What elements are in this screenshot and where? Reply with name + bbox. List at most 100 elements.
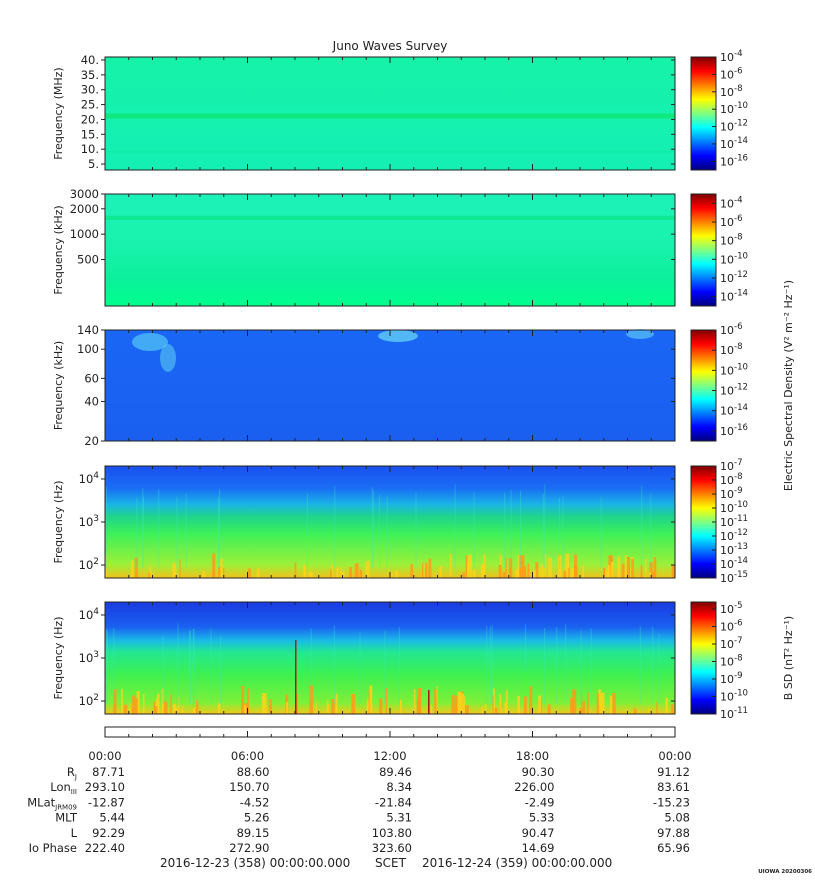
burst-mark: [558, 555, 562, 578]
colorbar-tick-label: 10-8: [720, 233, 743, 248]
burst-mark: [157, 693, 160, 714]
y-tick-label: 102: [79, 693, 99, 708]
y-tick-label: 100: [77, 342, 99, 356]
spike-mark: [176, 497, 178, 568]
spectrogram-image: [105, 330, 675, 441]
burst-mark: [517, 695, 520, 714]
burst-mark: [465, 555, 468, 578]
spike-mark: [333, 625, 335, 704]
ephemeris-value: 90.30: [522, 765, 555, 779]
spectrogram-panel-3: 20 40 60 100 140 Frequency (kHz) 10-6 10-8 10-10…: [52, 280, 795, 491]
burst-mark: [598, 689, 601, 714]
time-label: 00:00: [88, 749, 121, 763]
burst-mark: [178, 697, 180, 714]
burst-mark: [434, 689, 438, 714]
ephemeris-label: L: [71, 826, 78, 840]
colorbar-tick-label: 10-4: [720, 49, 743, 64]
burst-mark: [617, 556, 621, 578]
burst-mark: [417, 688, 421, 714]
y-tick-label: 500: [77, 252, 99, 266]
ephemeris-value: 222.40: [85, 841, 125, 855]
burst-mark: [624, 554, 627, 578]
burst-mark: [653, 557, 657, 578]
ephemeris-label: MLT: [55, 811, 78, 825]
burst-mark: [131, 695, 136, 714]
burst-mark: [143, 693, 145, 714]
burst-mark: [451, 695, 455, 714]
burst-mark: [457, 691, 462, 714]
spike-mark: [185, 493, 187, 568]
burst-mark: [212, 553, 216, 578]
ephemeris-value: 88.60: [237, 765, 270, 779]
y-axis-label: Frequency (kHz): [52, 341, 65, 430]
burst-mark: [515, 569, 519, 578]
burst-mark: [464, 705, 469, 714]
y-axis-label: Frequency (MHz): [52, 67, 65, 159]
spike-mark: [386, 496, 388, 568]
burst-mark: [483, 554, 486, 578]
spike-mark: [525, 624, 526, 704]
burst-mark: [605, 570, 609, 578]
ephemeris-value: 323.60: [372, 841, 412, 855]
burst-mark: [609, 695, 613, 714]
colorbar-tick-label: 10-12: [720, 528, 748, 543]
time-label: 00:00: [658, 749, 691, 763]
ephemeris-value: -15.23: [653, 795, 690, 809]
colorbar-tick-label: 10-14: [720, 556, 748, 571]
burst-mark: [193, 707, 196, 714]
y-tick-label: 40.: [81, 53, 99, 67]
burst-mark: [533, 570, 537, 578]
spike-mark: [491, 624, 493, 704]
spike-mark: [384, 630, 386, 704]
ephemeris-value: 272.90: [229, 841, 269, 855]
y-tick-label: 15.: [81, 127, 99, 141]
spike-mark: [510, 489, 512, 568]
emission-band: [105, 150, 675, 153]
colorbar: 10-5 10-6 10-7 10-8 10-9 10-10 10-11 B SD (nT² …: [690, 601, 795, 721]
burst-mark: [538, 567, 541, 578]
y-tick-label: 60: [84, 371, 99, 385]
burst-mark: [492, 695, 494, 714]
footer-scet-label: SCET: [375, 856, 407, 870]
ephemeris-value: 97.88: [657, 826, 690, 840]
burst-mark: [563, 570, 567, 578]
ephemeris-value: 150.70: [229, 780, 269, 794]
burst-mark: [349, 567, 352, 578]
burst-mark: [170, 694, 172, 714]
ephemeris-label: LonIII: [50, 780, 77, 796]
burst-mark: [610, 561, 614, 578]
emission-band: [105, 113, 675, 119]
burst-mark: [472, 570, 476, 578]
burst-mark: [548, 557, 552, 578]
colorbar-tick-label: 10-12: [720, 119, 748, 134]
burst-mark: [481, 564, 485, 578]
burst-mark: [519, 554, 522, 578]
colorbar-tick-label: 10-13: [720, 542, 748, 557]
spectrogram-image: [105, 466, 675, 578]
colorbar-tick-label: 10-12: [720, 383, 748, 398]
burst-mark: [379, 698, 383, 714]
burst-mark: [535, 562, 539, 578]
burst-mark: [607, 565, 611, 578]
footer-start-time: 2016-12-23 (358) 00:00:00.000: [160, 856, 350, 870]
burst-mark: [645, 559, 647, 578]
spike-mark: [334, 485, 336, 568]
burst-mark: [498, 564, 502, 578]
burst-mark: [410, 564, 414, 578]
y-axis-label: Frequency (kHz): [52, 205, 65, 294]
burst-mark: [340, 571, 345, 578]
y-tick-label: 30.: [81, 83, 99, 97]
burst-mark: [499, 694, 502, 714]
colorbar-tick-label: 10-7: [720, 636, 743, 651]
colorbar-tick-label: 10-16: [720, 153, 748, 168]
colorbar-tick-label: 10-10: [720, 251, 748, 266]
burst-mark: [422, 563, 424, 578]
spike-mark: [590, 628, 592, 704]
colorbar-tick-label: 10-7: [720, 458, 743, 473]
burst-mark: [248, 568, 251, 578]
burst-mark: [544, 554, 547, 578]
colorbar-tick-label: 10-14: [720, 403, 748, 418]
burst-mark: [105, 570, 107, 578]
